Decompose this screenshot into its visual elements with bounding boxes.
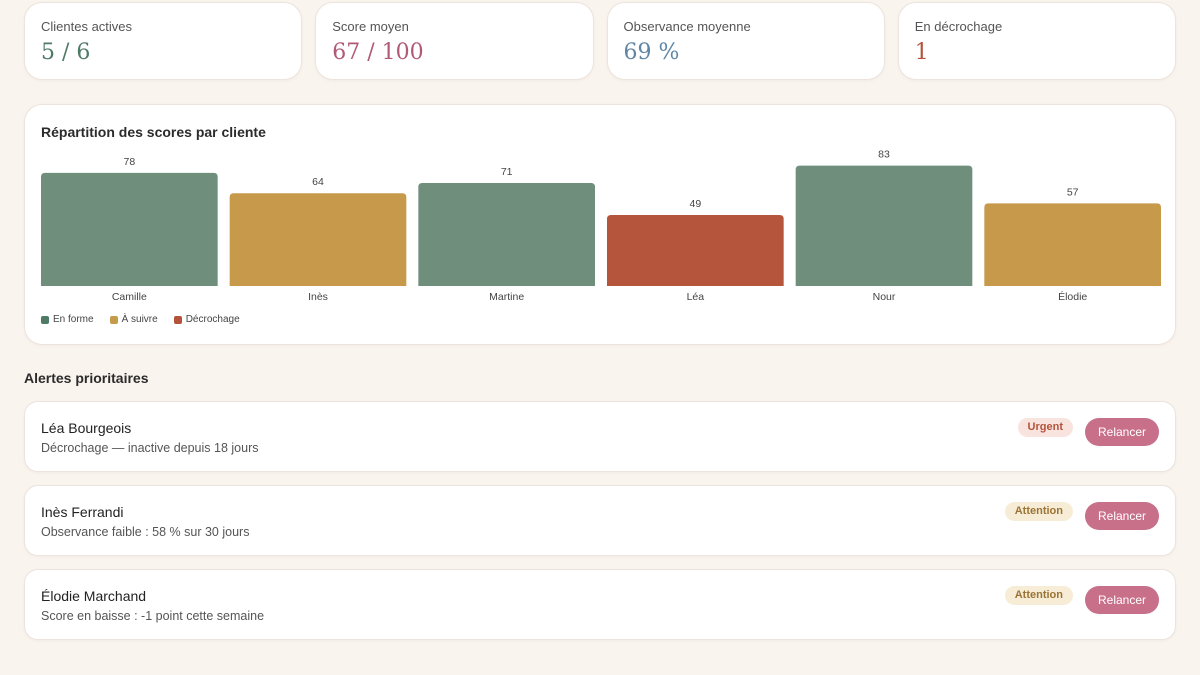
legend-label: À suivre [121, 314, 158, 325]
bar-value-label: 49 [689, 198, 701, 210]
bar-value-label: 57 [1067, 186, 1079, 198]
bar-value-label: 83 [878, 149, 890, 161]
legend-item-a-suivre: À suivre [109, 314, 158, 325]
priority-badge: Attention [1004, 502, 1073, 521]
stat-card-average-adherence: Observance moyenne 69 % [606, 2, 885, 80]
bar-camille [41, 172, 218, 286]
alert-description: Score en baisse : -1 point cette semaine [41, 609, 265, 623]
bar-value-label: 78 [123, 156, 135, 168]
relancer-button[interactable]: Relancer [1085, 586, 1159, 614]
bar-value-label: 71 [501, 166, 513, 178]
alert-card-ines-ferrandi: Inès Ferrandi Observance faible : 58 % s… [24, 485, 1176, 556]
chart-legend: En forme À suivre Décrochage [41, 314, 240, 325]
stat-label: Observance moyenne [623, 19, 751, 34]
stat-card-dropout: En décrochage 1 [897, 2, 1176, 80]
legend-swatch [41, 315, 49, 324]
legend-label: Décrochage [185, 314, 240, 325]
bar-inès [229, 193, 407, 286]
stat-label: Score moyen [332, 19, 409, 34]
alert-client-name: Inès Ferrandi [41, 504, 124, 520]
alert-client-name: Léa Bourgeois [41, 420, 132, 436]
category-label: Inès [308, 291, 328, 303]
relancer-button[interactable]: Relancer [1085, 418, 1159, 446]
alert-description: Observance faible : 58 % sur 30 jours [41, 525, 250, 539]
alert-card-lea-bourgeois: Léa Bourgeois Décrochage — inactive depu… [24, 401, 1176, 472]
chart-title: Répartition des scores par cliente [41, 124, 266, 140]
stat-value: 69 % [623, 40, 680, 65]
category-label: Élodie [1058, 290, 1087, 303]
bar-léa [607, 214, 784, 286]
legend-swatch [109, 315, 118, 324]
scores-bar-chart: 78 Camille 64 Inès 71 Martine 49 Léa 83 Nour 57 Élo… [41, 149, 1161, 303]
alert-card-elodie-marchand: Élodie Marchand Score en baisse : -1 poi… [24, 569, 1176, 640]
bar-élodie [984, 203, 1161, 286]
category-label: Nour [873, 291, 896, 303]
category-label: Léa [687, 291, 705, 303]
legend-item-decrochage: Décrochage [173, 314, 240, 325]
priority-badge: Attention [1004, 586, 1073, 605]
category-label: Martine [489, 291, 524, 303]
stat-value: 5 / 6 [41, 40, 91, 65]
stat-label: Clientes actives [41, 19, 133, 34]
legend-swatch [173, 315, 182, 324]
stat-card-average-score: Score moyen 67 / 100 [315, 2, 594, 80]
alert-description: Décrochage — inactive depuis 18 jours [41, 441, 259, 455]
category-label: Camille [112, 291, 147, 303]
priority-badge: Urgent [1017, 418, 1073, 437]
relancer-button[interactable]: Relancer [1085, 502, 1159, 530]
stat-value: 1 [914, 40, 929, 65]
legend-item-en-forme: En forme [41, 314, 94, 325]
stats-row: Clientes actives 5 / 6 Score moyen 67 / … [24, 2, 1176, 80]
alert-client-name: Élodie Marchand [41, 588, 147, 604]
bar-nour [795, 165, 973, 286]
scores-chart-card: 78 Camille 64 Inès 71 Martine 49 Léa 83 Nour 57 Élo… [24, 104, 1176, 345]
alerts-section-title: Alertes prioritaires [24, 370, 149, 386]
bar-martine [418, 183, 595, 286]
stat-value: 67 / 100 [332, 40, 424, 65]
bar-value-label: 64 [312, 176, 324, 188]
stat-label: En décrochage [914, 19, 1003, 34]
legend-label: En forme [53, 314, 94, 325]
stat-card-active-clients: Clientes actives 5 / 6 [24, 2, 303, 80]
